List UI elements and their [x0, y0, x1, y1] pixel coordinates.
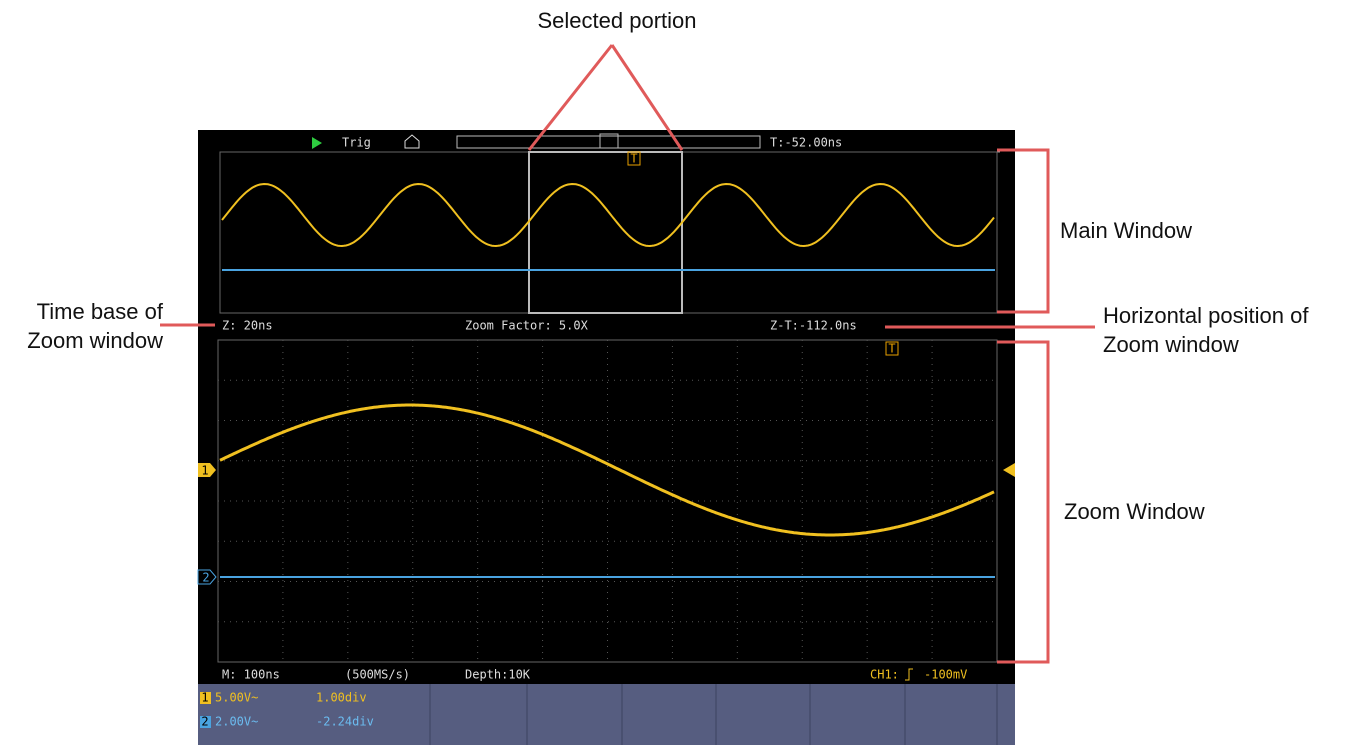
time-base-label-1: Time base of: [37, 299, 164, 324]
ch1-waveform-main: [221, 182, 995, 248]
run-icon: [312, 137, 322, 149]
trigger-level: -100mV: [924, 668, 967, 682]
home-icon: [404, 134, 420, 149]
sample-rate: (500MS/s): [345, 668, 410, 682]
main-window-label: Main Window: [1060, 218, 1192, 243]
memory-position: [599, 133, 619, 149]
callouts: [160, 44, 1095, 664]
ch1-badge-label: 1: [201, 691, 208, 705]
ch2-marker: [197, 569, 217, 585]
edge-icon: [905, 668, 913, 681]
trigger-marker: T: [630, 152, 637, 166]
ch1-badge: [200, 692, 211, 704]
zoom-trigger-marker: T: [888, 342, 895, 356]
ch1-waveform-zoom: [219, 403, 995, 537]
zoom-window-label: Zoom Window: [1064, 499, 1205, 524]
horizontal-position-label-1: Horizontal position of: [1103, 303, 1309, 328]
trigger-level-marker: [1003, 463, 1015, 477]
ch1-scale: 5.00V~: [215, 691, 258, 705]
trigger-status: Trig: [342, 136, 371, 150]
zoom-factor: Zoom Factor: 5.0X: [465, 319, 589, 333]
menu-panel: [198, 684, 1015, 745]
main-time-base: M: 100ns: [222, 668, 280, 682]
ch2-scale: 2.00V~: [215, 715, 258, 729]
zoom-time-base: Z: 20ns: [222, 319, 273, 333]
ch1-marker: [198, 463, 216, 477]
trigger-channel: CH1:: [870, 668, 899, 682]
ch1-marker-label: 1: [201, 464, 208, 478]
selected-portion-label: Selected portion: [538, 8, 697, 33]
trigger-time: T:-52.00ns: [770, 136, 842, 150]
depth: Depth:10K: [465, 668, 531, 682]
ch2-badge: [200, 716, 211, 728]
menu-dividers: [429, 684, 998, 745]
ch2-badge-label: 2: [201, 715, 208, 729]
scope-screen: [198, 130, 1015, 745]
time-base-label-2: Zoom window: [27, 328, 163, 353]
horizontal-position-label-2: Zoom window: [1103, 332, 1239, 357]
zoom-position: Z-T:-112.0ns: [770, 319, 857, 333]
ch1-offset: 1.00div: [316, 691, 367, 705]
selected-portion-box: [528, 151, 683, 314]
zoom-trigger-marker-box: [885, 341, 899, 356]
ch2-offset: -2.24div: [316, 715, 374, 729]
ch2-marker-label: 2: [202, 571, 209, 585]
trigger-marker-box: [627, 151, 641, 166]
